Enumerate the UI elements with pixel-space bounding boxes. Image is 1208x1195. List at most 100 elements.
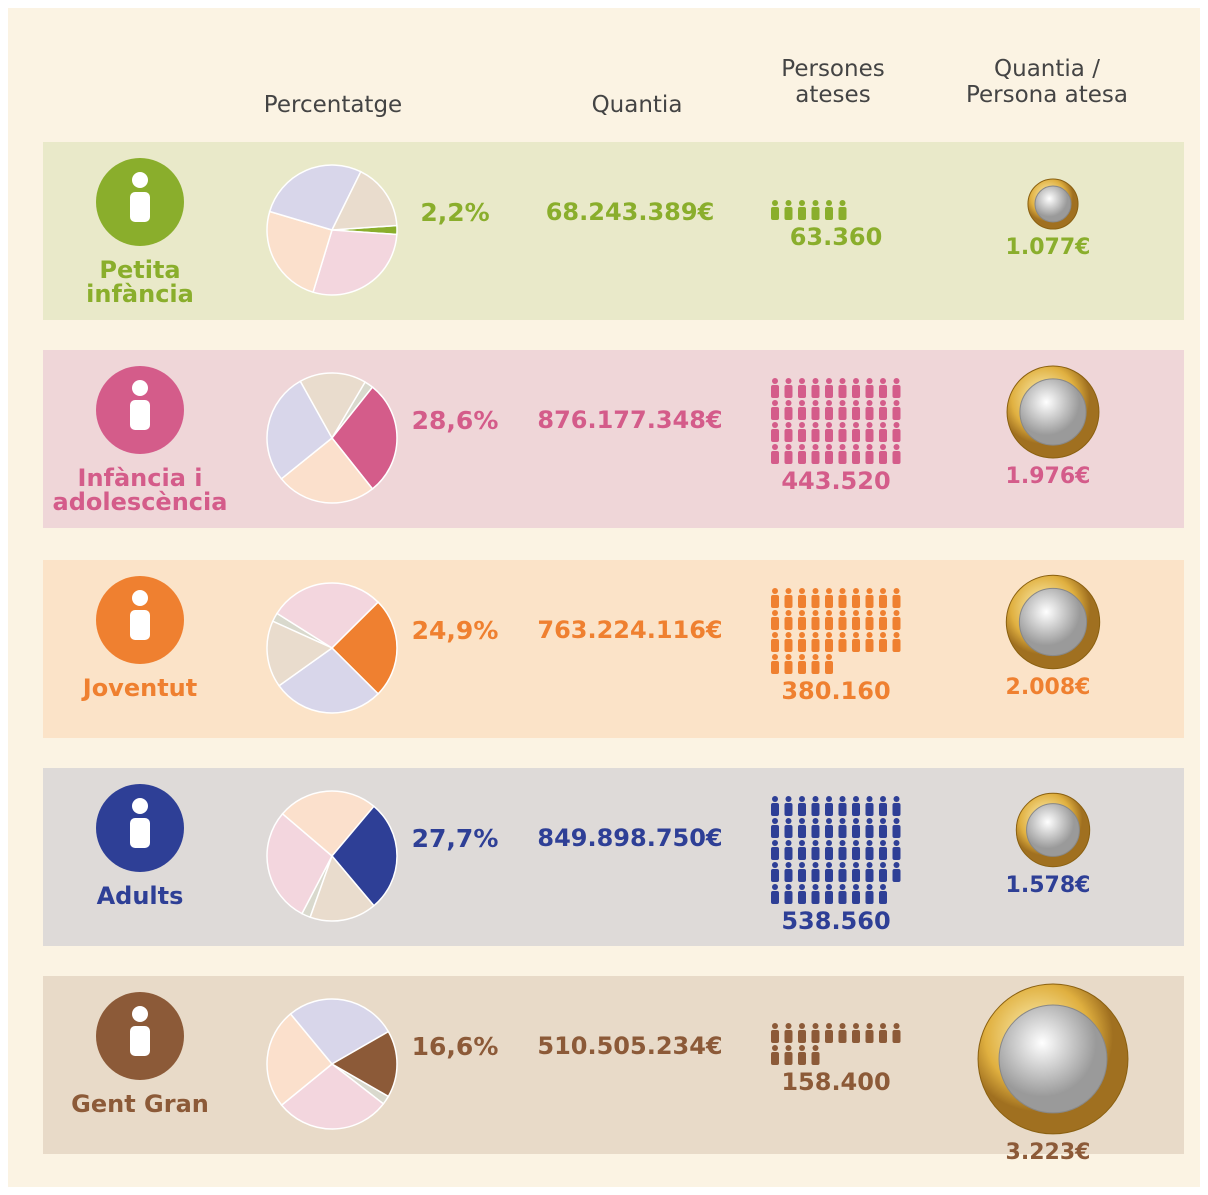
person-body — [771, 429, 779, 442]
person-head — [772, 400, 778, 406]
person-head — [853, 818, 859, 824]
person-head — [826, 444, 832, 450]
person-head — [867, 1023, 873, 1029]
person-head — [880, 862, 886, 868]
person-body — [785, 847, 793, 860]
person-head — [813, 610, 819, 616]
person-body — [785, 617, 793, 630]
person-body — [812, 385, 820, 398]
person-body — [785, 385, 793, 398]
person-body — [825, 869, 833, 882]
header: Percentatge — [233, 92, 433, 118]
person-body — [798, 1052, 806, 1065]
person-body — [839, 429, 847, 442]
person-head — [786, 400, 792, 406]
share-label: 27,7% — [412, 825, 499, 854]
person-head — [826, 588, 832, 594]
person-head — [799, 200, 805, 206]
icon-head — [132, 172, 148, 188]
person-head — [867, 632, 873, 638]
person-head — [880, 588, 886, 594]
person-body — [839, 869, 847, 882]
person-body — [812, 407, 820, 420]
person-head — [880, 818, 886, 824]
icon-body — [130, 610, 150, 640]
person-body — [771, 847, 779, 860]
person-head — [867, 422, 873, 428]
persons-label: 380.160 — [781, 678, 890, 706]
person-body — [866, 429, 874, 442]
person-head — [880, 422, 886, 428]
person-head — [813, 862, 819, 868]
person-body — [771, 869, 779, 882]
person-head — [786, 588, 792, 594]
person-head — [786, 884, 792, 890]
person-body — [852, 803, 860, 816]
person-body — [798, 661, 806, 674]
person-body — [825, 595, 833, 608]
person-body — [798, 617, 806, 630]
person-body — [893, 639, 901, 652]
person-body — [825, 825, 833, 838]
person-head — [772, 884, 778, 890]
person-body — [879, 639, 887, 652]
person-head — [867, 796, 873, 802]
person-body — [825, 407, 833, 420]
person-head — [772, 200, 778, 206]
person-body — [879, 825, 887, 838]
person-body — [852, 451, 860, 464]
person-body — [771, 1052, 779, 1065]
persons-label: 538.560 — [781, 908, 890, 936]
person-body — [798, 803, 806, 816]
person-body — [785, 451, 793, 464]
person-body — [785, 1030, 793, 1043]
person-body — [893, 385, 901, 398]
person-head — [772, 1023, 778, 1029]
person-body — [839, 385, 847, 398]
person-body — [798, 869, 806, 882]
person-body — [879, 847, 887, 860]
person-head — [772, 654, 778, 660]
person-body — [825, 385, 833, 398]
person-head — [799, 444, 805, 450]
person-head — [880, 400, 886, 406]
person-body — [866, 847, 874, 860]
person-body — [852, 407, 860, 420]
person-body — [812, 595, 820, 608]
person-head — [853, 1023, 859, 1029]
person-body — [785, 891, 793, 904]
person-head — [813, 200, 819, 206]
person-body — [852, 847, 860, 860]
person-head — [813, 444, 819, 450]
person-body — [812, 661, 820, 674]
person-body — [812, 803, 820, 816]
coin — [1028, 179, 1078, 229]
person-head — [867, 610, 873, 616]
icon-head — [132, 380, 148, 396]
person-body — [866, 595, 874, 608]
person-head — [786, 610, 792, 616]
category-label: Joventut — [50, 676, 230, 700]
person-head — [786, 1023, 792, 1029]
person-head — [826, 884, 832, 890]
person-body — [785, 407, 793, 420]
person-body — [771, 825, 779, 838]
category-label: Petita infància — [50, 258, 230, 306]
person-head — [840, 610, 846, 616]
person-head — [786, 378, 792, 384]
person-body — [798, 207, 806, 220]
person-head — [894, 422, 900, 428]
person-head — [799, 840, 805, 846]
person-head — [813, 884, 819, 890]
person-body — [893, 825, 901, 838]
person-body — [879, 429, 887, 442]
person-body — [812, 825, 820, 838]
amount: 876.177.348€ — [537, 407, 722, 435]
person-body — [839, 639, 847, 652]
person-body — [839, 803, 847, 816]
person-head — [772, 378, 778, 384]
person-head — [894, 862, 900, 868]
person-head — [772, 588, 778, 594]
person-body — [879, 869, 887, 882]
person-body — [893, 451, 901, 464]
